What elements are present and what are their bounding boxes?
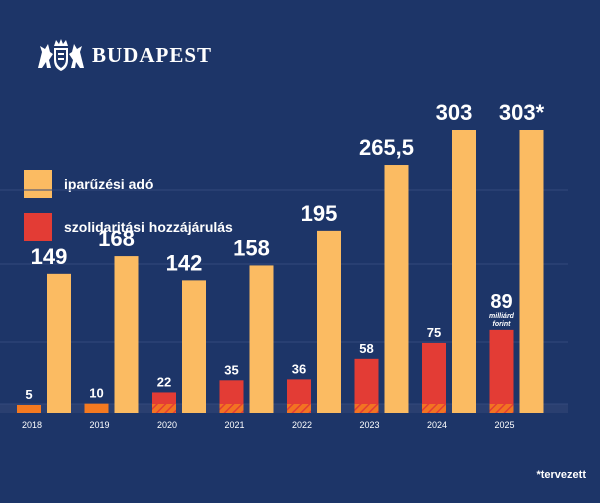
bar-business-tax-2025	[519, 130, 544, 413]
label-solidarity-2025: 89	[490, 291, 512, 313]
bar-solidarity-hatch-2020	[152, 404, 176, 413]
label-business-tax-2018: 149	[31, 244, 68, 269]
logo: BUDAPEST	[36, 38, 212, 72]
label-business-tax-2019: 168	[98, 226, 135, 251]
brand-name: BUDAPEST	[92, 42, 213, 67]
unit-label-line-1: milliárd	[489, 313, 515, 320]
bar-solidarity-hatch-2025	[489, 404, 514, 413]
legend-item-solidarity: szolidaritási hozzájárulás	[24, 213, 233, 241]
bar-business-tax-2023	[384, 165, 409, 413]
bar-business-tax-2019	[114, 256, 139, 413]
label-business-tax-2025: 303*	[499, 100, 545, 125]
bar-solidarity-2023	[354, 358, 379, 413]
label-business-tax-2023: 265,5	[359, 135, 414, 160]
label-business-tax-2022: 195	[301, 201, 338, 226]
bars	[17, 130, 544, 413]
bar-solidarity-hatch-2024	[422, 404, 446, 413]
legend-label-business-tax: iparűzési adó	[64, 176, 154, 192]
footnote: *tervezett	[536, 469, 586, 481]
legend-swatch-business-tax	[24, 170, 52, 198]
label-solidarity-2024: 75	[427, 325, 441, 340]
label-solidarity-2019: 10	[89, 386, 103, 401]
baseline-band	[0, 404, 568, 413]
bar-business-tax-2020	[182, 280, 206, 413]
tick-label-2019: 2019	[89, 420, 109, 430]
bar-solidarity-hatch-2023	[354, 404, 379, 413]
label-solidarity-2018: 5	[25, 387, 32, 402]
baseline-strip	[0, 404, 568, 413]
tick-label-2018: 2018	[22, 420, 42, 430]
legend-item-business-tax: iparűzési adó	[24, 170, 153, 198]
tick-label-2020: 2020	[157, 420, 177, 430]
bar-solidarity-hatch-2022	[287, 404, 311, 413]
bar-solidarity-2018	[17, 405, 41, 413]
label-business-tax-2020: 142	[166, 250, 203, 275]
tick-label-2022: 2022	[292, 420, 312, 430]
tick-label-2023: 2023	[359, 420, 379, 430]
value-labels: 5 149 10 168 22 142 35 158 36 195 58 265,5 75 303 89mi…	[25, 100, 544, 402]
bar-business-tax-2024	[452, 130, 476, 413]
bar-solidarity-hatch-2021	[219, 404, 244, 413]
bar-solidarity-2025	[489, 329, 514, 413]
label-solidarity-2022: 36	[292, 361, 306, 376]
year-tick-labels: 2018 2019 2020 2021 2022 2023 2024 2025	[22, 420, 515, 430]
unit-label-line-2: forint	[493, 321, 512, 328]
gridlines	[0, 189, 568, 405]
bar-solidarity-2024	[422, 342, 446, 413]
label-solidarity-2020: 22	[157, 374, 171, 389]
budapest-coat-of-arms-icon	[38, 39, 84, 71]
legend-label-solidarity: szolidaritási hozzájárulás	[64, 219, 233, 235]
label-business-tax-2021: 158	[233, 235, 270, 260]
bar-business-tax-2021	[249, 265, 274, 413]
legend-swatch-solidarity	[24, 213, 52, 241]
label-solidarity-2021: 35	[224, 362, 238, 377]
bar-solidarity-2019	[84, 403, 109, 413]
label-solidarity-2023: 58	[359, 341, 373, 356]
tick-label-2025: 2025	[494, 420, 514, 430]
label-business-tax-2024: 303	[436, 100, 473, 125]
tick-label-2021: 2021	[224, 420, 244, 430]
bar-business-tax-2018	[47, 273, 71, 413]
tick-label-2024: 2024	[427, 420, 447, 430]
bar-business-tax-2022	[317, 230, 341, 413]
